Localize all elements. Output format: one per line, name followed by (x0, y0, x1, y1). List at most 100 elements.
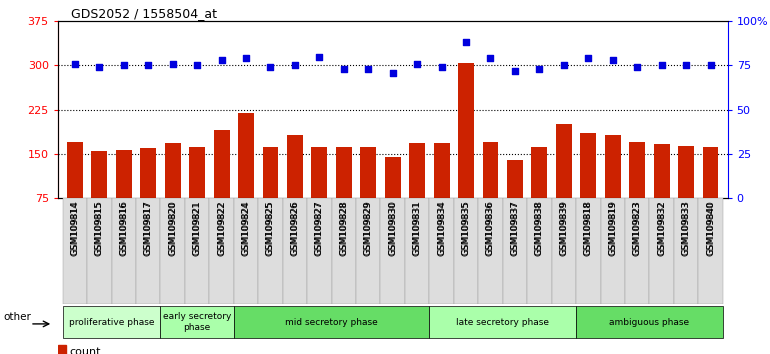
Point (387, 70, 399, 75)
FancyBboxPatch shape (430, 306, 576, 338)
Text: GSM109835: GSM109835 (461, 200, 470, 255)
Point (705, 63, 717, 68)
Text: GSM109833: GSM109833 (681, 200, 691, 255)
Text: count: count (69, 347, 101, 354)
Bar (527, 198, 551, 304)
Bar (332, 198, 356, 304)
Text: GSM109832: GSM109832 (657, 200, 666, 255)
Bar (58, 346, 66, 354)
Bar (62, 198, 87, 304)
FancyBboxPatch shape (62, 306, 160, 338)
Bar (556, 125, 572, 198)
Bar (581, 133, 596, 198)
Text: GSM109817: GSM109817 (144, 201, 152, 256)
Bar (458, 63, 474, 198)
Text: GSM109840: GSM109840 (706, 200, 715, 255)
Text: GSM109826: GSM109826 (290, 200, 300, 255)
Text: GSM109830: GSM109830 (388, 201, 397, 256)
Text: GSM109828: GSM109828 (340, 200, 348, 255)
Bar (234, 198, 258, 304)
Bar (507, 160, 523, 198)
Point (264, 64, 276, 70)
Bar (209, 198, 234, 304)
Text: GSM109831: GSM109831 (413, 200, 422, 255)
Point (631, 64, 644, 70)
Text: late secretory phase: late secretory phase (456, 318, 549, 327)
Point (289, 63, 301, 68)
Bar (283, 198, 307, 304)
Bar (311, 147, 327, 198)
Point (362, 66, 374, 72)
Text: GSM109816: GSM109816 (119, 200, 129, 255)
Point (337, 66, 350, 72)
Bar (678, 146, 694, 198)
Text: GSM109832: GSM109832 (657, 201, 666, 256)
Text: GSM109838: GSM109838 (535, 201, 544, 256)
Text: GSM109818: GSM109818 (584, 201, 593, 256)
Bar (307, 198, 332, 304)
Text: GSM109820: GSM109820 (168, 200, 177, 255)
Point (582, 56, 594, 61)
Text: GSM109817: GSM109817 (144, 200, 152, 255)
Bar (503, 198, 527, 304)
Bar (160, 198, 185, 304)
Bar (698, 198, 723, 304)
Text: GSM109819: GSM109819 (608, 201, 618, 256)
Text: other: other (3, 312, 31, 322)
Bar (165, 143, 181, 198)
Bar (336, 147, 352, 198)
Bar (189, 147, 205, 198)
Bar (604, 135, 621, 198)
Bar (380, 198, 405, 304)
Bar (136, 198, 160, 304)
Text: GSM109827: GSM109827 (315, 201, 324, 256)
Text: GSM109834: GSM109834 (437, 201, 446, 256)
Bar (287, 135, 303, 198)
Bar (263, 147, 279, 198)
Text: GSM109824: GSM109824 (242, 200, 250, 255)
Text: GSM109839: GSM109839 (559, 200, 568, 255)
Text: GDS2052 / 1558504_at: GDS2052 / 1558504_at (71, 7, 217, 20)
Point (607, 57, 619, 63)
Text: GSM109840: GSM109840 (706, 201, 715, 256)
Text: GSM109822: GSM109822 (217, 200, 226, 255)
Bar (185, 198, 209, 304)
Text: early secretory
phase: early secretory phase (163, 313, 231, 332)
Text: GSM109837: GSM109837 (511, 201, 520, 256)
FancyBboxPatch shape (576, 306, 723, 338)
Text: GSM109822: GSM109822 (217, 201, 226, 256)
Bar (434, 143, 450, 198)
Text: GSM109823: GSM109823 (633, 200, 641, 255)
Bar (674, 198, 698, 304)
Bar (385, 157, 400, 198)
Bar (92, 151, 107, 198)
Point (484, 56, 497, 61)
Point (142, 63, 154, 68)
Text: GSM109829: GSM109829 (363, 200, 373, 255)
FancyBboxPatch shape (160, 306, 234, 338)
Bar (702, 147, 718, 198)
Text: GSM109821: GSM109821 (192, 201, 202, 256)
Bar (454, 198, 478, 304)
Bar (531, 147, 547, 198)
Text: GSM109820: GSM109820 (168, 201, 177, 256)
Bar (483, 142, 498, 198)
Text: GSM109814: GSM109814 (70, 200, 79, 255)
Text: GSM109839: GSM109839 (559, 201, 568, 256)
Point (313, 54, 326, 59)
Text: GSM109815: GSM109815 (95, 200, 104, 255)
Bar (258, 198, 283, 304)
Point (411, 61, 424, 67)
Text: GSM109826: GSM109826 (290, 201, 300, 256)
Text: GSM109833: GSM109833 (681, 201, 691, 256)
Bar (551, 198, 576, 304)
Text: GSM109830: GSM109830 (388, 200, 397, 255)
Text: GSM109819: GSM109819 (608, 200, 618, 255)
Bar (116, 150, 132, 198)
Text: GSM109836: GSM109836 (486, 201, 495, 256)
Point (436, 64, 448, 70)
Point (191, 63, 203, 68)
Point (557, 63, 570, 68)
Bar (356, 198, 380, 304)
Text: GSM109823: GSM109823 (633, 201, 641, 256)
